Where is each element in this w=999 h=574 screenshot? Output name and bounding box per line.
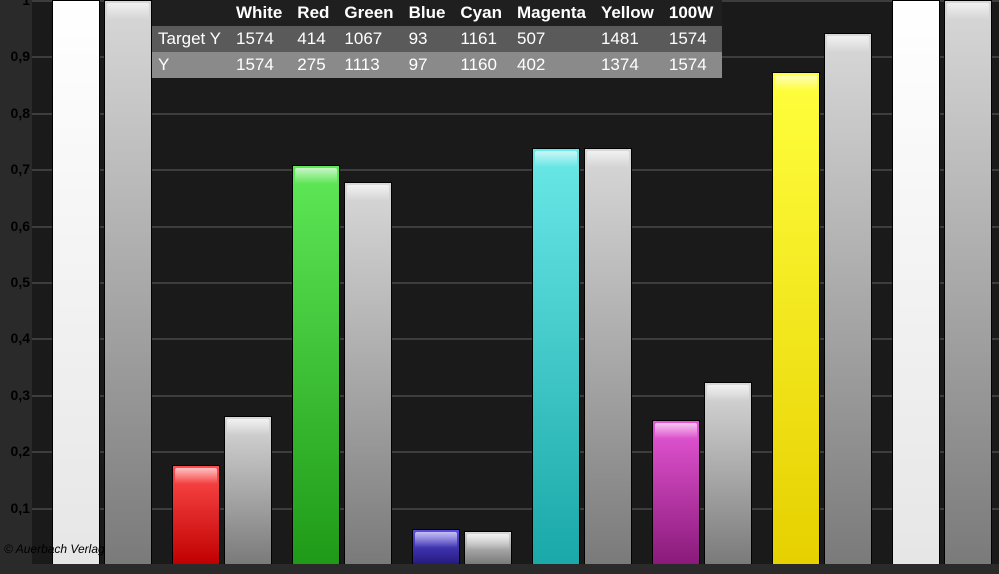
bar-magenta-y: [652, 420, 700, 564]
ytick-label: 0,1: [0, 500, 30, 516]
ytick-label: 0,9: [0, 48, 30, 64]
cell: 1161: [454, 26, 511, 52]
bar-yellow-y: [772, 72, 820, 564]
table-row: Target Y 1574 414 1067 93 1161 507 1481 …: [152, 26, 722, 52]
bar-blue-y: [412, 529, 460, 564]
cell: 1481: [595, 26, 663, 52]
bar-magenta-target: [704, 382, 752, 564]
copyright-text: © Auerbach Verlag: [4, 542, 105, 556]
bar-100w-target: [944, 0, 992, 564]
col-100w: 100W: [663, 0, 722, 26]
col-white: White: [230, 0, 291, 26]
bar-green-y: [292, 165, 340, 564]
cell: 1160: [454, 52, 511, 78]
cell: 402: [511, 52, 595, 78]
cell: 1574: [663, 26, 722, 52]
ytick-label: 0,3: [0, 387, 30, 403]
ytick-label: 1: [0, 0, 30, 8]
bar-blue-target: [464, 531, 512, 564]
cell: 1113: [338, 52, 402, 78]
bar-cyan-target: [584, 148, 632, 564]
cell: 1574: [230, 26, 291, 52]
bar-red-target: [224, 416, 272, 564]
col-magenta: Magenta: [511, 0, 595, 26]
cell: 1067: [338, 26, 402, 52]
table-header-row: White Red Green Blue Cyan Magenta Yellow…: [152, 0, 722, 26]
ytick-label: 0,8: [0, 105, 30, 121]
row-label: Target Y: [152, 26, 230, 52]
bar-green-target: [344, 182, 392, 564]
col-yellow: Yellow: [595, 0, 663, 26]
ytick-label: 0,5: [0, 274, 30, 290]
cell: 507: [511, 26, 595, 52]
cell: 275: [291, 52, 338, 78]
ytick-label: 0,4: [0, 330, 30, 346]
luminance-chart: White Red Green Blue Cyan Magenta Yellow…: [0, 0, 999, 574]
bar-red-y: [172, 465, 220, 564]
col-green: Green: [338, 0, 402, 26]
cell: 93: [403, 26, 455, 52]
col-red: Red: [291, 0, 338, 26]
col-cyan: Cyan: [454, 0, 511, 26]
col-blue: Blue: [403, 0, 455, 26]
row-label: Y: [152, 52, 230, 78]
ytick-label: 0,2: [0, 443, 30, 459]
col-blank: [152, 0, 230, 26]
ytick-label: 0,6: [0, 218, 30, 234]
cell: 1574: [663, 52, 722, 78]
bar-cyan-y: [532, 148, 580, 564]
bar-yellow-target: [824, 33, 872, 564]
table-row: Y 1574 275 1113 97 1160 402 1374 1574: [152, 52, 722, 78]
cell: 1574: [230, 52, 291, 78]
bar-100w-y: [892, 0, 940, 564]
bar-white-target: [104, 0, 152, 564]
ytick-label: 0,7: [0, 161, 30, 177]
cell: 414: [291, 26, 338, 52]
bar-white-y: [52, 0, 100, 564]
cell: 1374: [595, 52, 663, 78]
bars-layer: [32, 0, 999, 564]
cell: 97: [403, 52, 455, 78]
data-table: White Red Green Blue Cyan Magenta Yellow…: [152, 0, 722, 78]
